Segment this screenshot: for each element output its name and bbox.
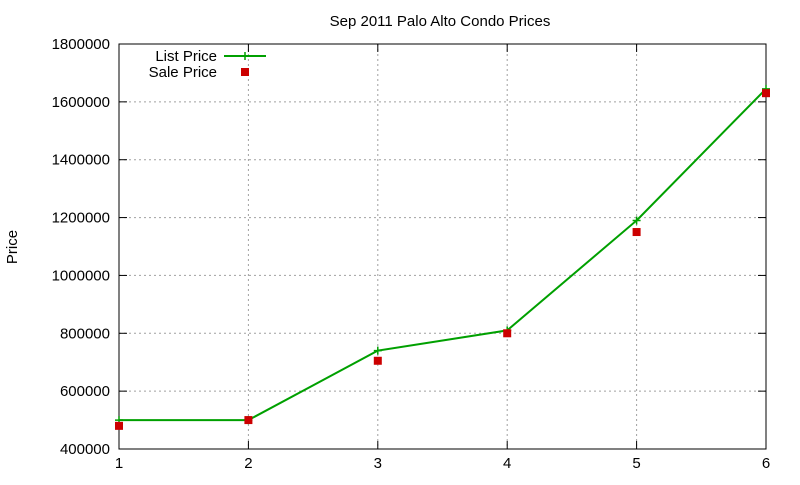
y-tick-label: 1200000: [52, 210, 110, 227]
y-tick-label: 1400000: [52, 152, 110, 169]
series: [115, 84, 770, 430]
x-tick-label: 5: [632, 455, 640, 472]
series-sale-price: [115, 89, 770, 430]
y-tick-label: 1800000: [52, 36, 110, 53]
series-line: [119, 88, 767, 422]
data-point: [762, 89, 770, 98]
y-tick-label: 1600000: [52, 94, 110, 111]
y-tick-label: 400000: [60, 441, 110, 458]
legend-marker: [241, 52, 249, 60]
grid: [119, 44, 766, 449]
data-point: [503, 329, 512, 338]
x-tick-label: 3: [374, 455, 382, 472]
y-axis-label: Price: [4, 230, 21, 264]
data-point: [632, 216, 641, 225]
x-tick-label: 2: [244, 455, 252, 472]
y-tick-label: 600000: [60, 383, 110, 400]
data-point: [632, 228, 641, 237]
axes: 400000 600000 800000 1000000 1200000 1400000 1…: [52, 36, 771, 472]
data-point: [115, 421, 123, 430]
legend-label: List Price: [155, 48, 217, 65]
chart-title: Sep 2011 Palo Alto Condo Prices: [330, 13, 551, 30]
x-tick-label: 6: [762, 455, 770, 472]
data-point: [244, 416, 253, 425]
y-tick-label: 1000000: [52, 267, 110, 284]
data-point: [373, 346, 382, 355]
legend-marker: [241, 68, 249, 76]
data-point: [373, 356, 382, 365]
series-list-price: [115, 84, 770, 425]
y-tick-label: 800000: [60, 325, 110, 342]
x-tick-label: 1: [115, 455, 123, 472]
legend-label: Sale Price: [149, 64, 217, 81]
plot-frame: [118, 43, 767, 450]
x-tick-label: 4: [503, 455, 511, 472]
